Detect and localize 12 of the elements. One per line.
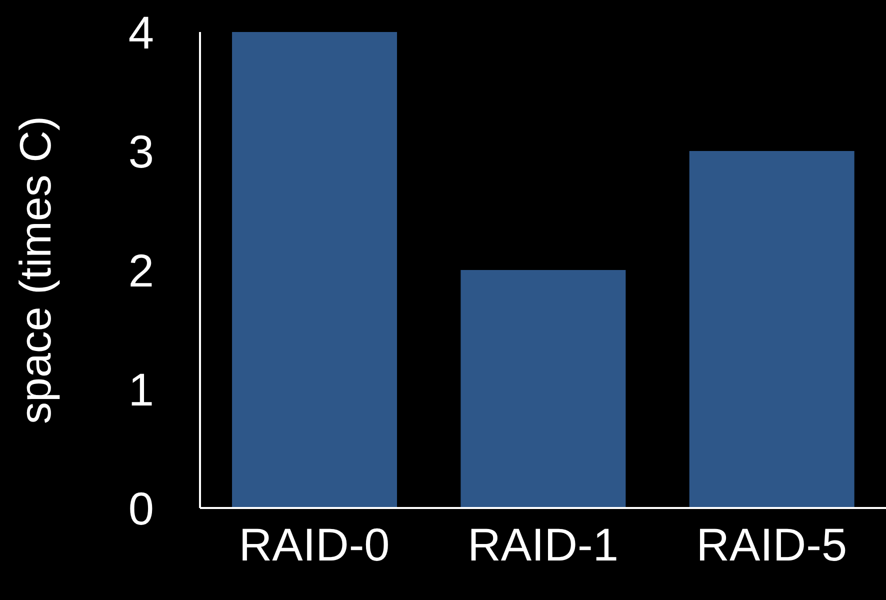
- bar: [689, 151, 854, 508]
- x-tick-label: RAID-5: [696, 518, 848, 571]
- y-tick-label: 2: [128, 244, 154, 296]
- x-tick-label: RAID-0: [238, 518, 390, 571]
- y-tick-label: 1: [128, 363, 154, 416]
- y-tick-label: 0: [128, 482, 154, 534]
- y-axis-title: space (times C): [12, 116, 61, 424]
- bar: [460, 270, 626, 508]
- x-tick-label: RAID-1: [468, 518, 618, 571]
- y-tick-label: 3: [128, 125, 154, 178]
- bar: [232, 32, 398, 508]
- y-tick-label: 4: [128, 6, 154, 58]
